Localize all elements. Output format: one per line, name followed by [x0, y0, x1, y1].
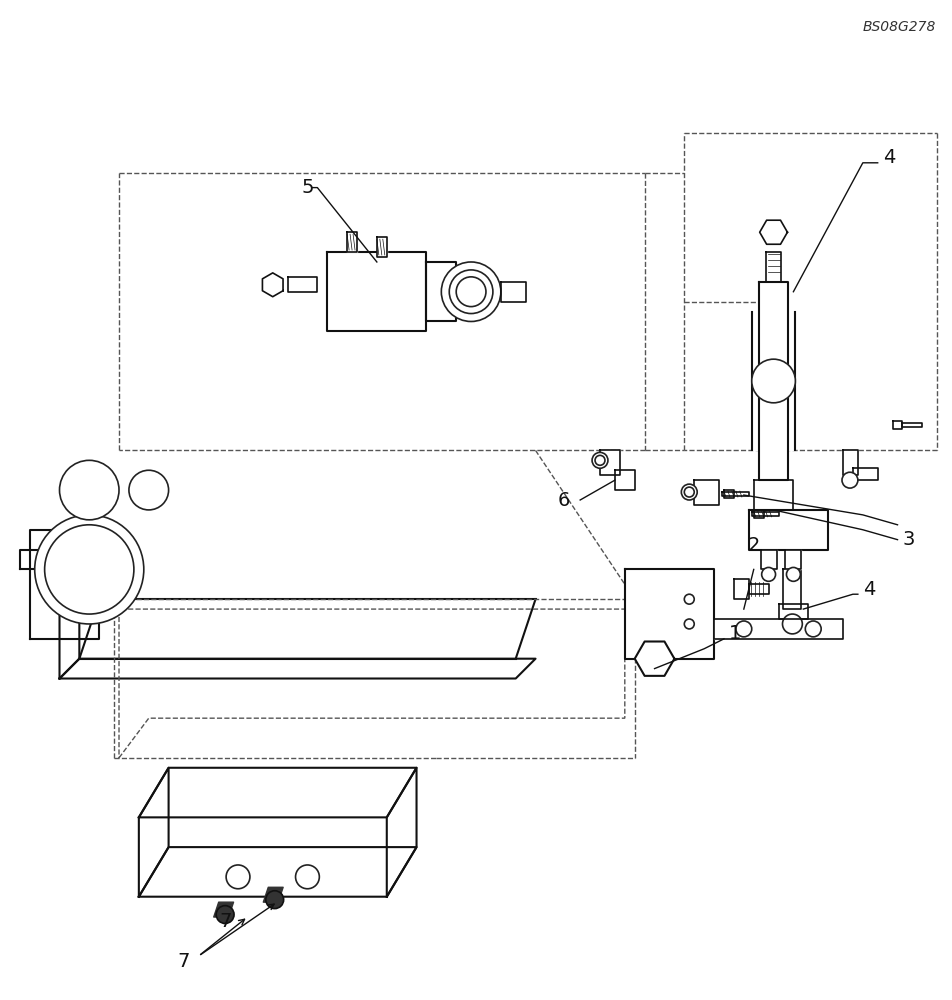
- Text: 7: 7: [219, 912, 231, 931]
- Polygon shape: [760, 220, 787, 244]
- Polygon shape: [139, 768, 169, 897]
- Polygon shape: [60, 560, 79, 679]
- Circle shape: [266, 891, 284, 909]
- Polygon shape: [853, 468, 878, 480]
- Polygon shape: [139, 768, 417, 817]
- Circle shape: [805, 621, 822, 637]
- Text: 3: 3: [902, 530, 915, 549]
- Circle shape: [842, 472, 858, 488]
- Circle shape: [684, 594, 694, 604]
- Polygon shape: [843, 450, 858, 475]
- Polygon shape: [779, 604, 808, 619]
- Polygon shape: [263, 273, 283, 297]
- Text: 1: 1: [729, 624, 742, 643]
- Circle shape: [786, 567, 801, 581]
- Polygon shape: [754, 480, 793, 510]
- Text: 5: 5: [301, 178, 314, 197]
- Polygon shape: [327, 252, 426, 331]
- Text: 4: 4: [883, 148, 895, 167]
- Circle shape: [45, 525, 134, 614]
- Polygon shape: [734, 579, 749, 599]
- Polygon shape: [752, 512, 779, 516]
- Circle shape: [736, 621, 752, 637]
- Polygon shape: [635, 642, 674, 676]
- Circle shape: [762, 567, 776, 581]
- Polygon shape: [785, 550, 802, 569]
- Circle shape: [592, 452, 608, 468]
- Polygon shape: [752, 312, 795, 450]
- Polygon shape: [893, 421, 902, 429]
- Polygon shape: [30, 540, 198, 579]
- Circle shape: [783, 614, 803, 634]
- Circle shape: [595, 455, 605, 465]
- Polygon shape: [694, 480, 719, 505]
- Polygon shape: [288, 277, 317, 292]
- Polygon shape: [765, 252, 782, 282]
- Circle shape: [684, 487, 694, 497]
- Polygon shape: [759, 282, 788, 480]
- Polygon shape: [761, 550, 777, 569]
- Circle shape: [60, 460, 119, 520]
- Polygon shape: [722, 492, 749, 496]
- Polygon shape: [625, 569, 714, 659]
- Circle shape: [295, 865, 319, 889]
- Polygon shape: [377, 237, 387, 257]
- Text: 4: 4: [863, 580, 875, 599]
- Polygon shape: [749, 510, 828, 550]
- Polygon shape: [783, 569, 802, 609]
- Polygon shape: [714, 619, 843, 639]
- Circle shape: [442, 262, 501, 321]
- Circle shape: [129, 470, 169, 510]
- Polygon shape: [60, 659, 536, 679]
- Polygon shape: [20, 550, 79, 569]
- Text: BS08G278: BS08G278: [863, 20, 936, 34]
- Text: 7: 7: [177, 952, 189, 971]
- Circle shape: [216, 906, 234, 923]
- Polygon shape: [754, 510, 764, 518]
- Circle shape: [684, 619, 694, 629]
- Polygon shape: [139, 847, 417, 897]
- Polygon shape: [387, 768, 417, 897]
- Polygon shape: [501, 282, 526, 302]
- Polygon shape: [426, 262, 456, 321]
- Circle shape: [682, 484, 697, 500]
- Polygon shape: [902, 423, 922, 427]
- Polygon shape: [749, 584, 768, 594]
- Text: 6: 6: [558, 490, 570, 510]
- Circle shape: [456, 277, 486, 307]
- Polygon shape: [30, 530, 99, 639]
- Circle shape: [34, 515, 144, 624]
- Polygon shape: [615, 470, 635, 490]
- Circle shape: [752, 359, 795, 403]
- Circle shape: [227, 865, 250, 889]
- Polygon shape: [347, 232, 357, 252]
- Text: 2: 2: [747, 536, 760, 555]
- Polygon shape: [724, 490, 734, 498]
- Polygon shape: [600, 450, 620, 475]
- Circle shape: [449, 270, 493, 314]
- Polygon shape: [79, 599, 536, 659]
